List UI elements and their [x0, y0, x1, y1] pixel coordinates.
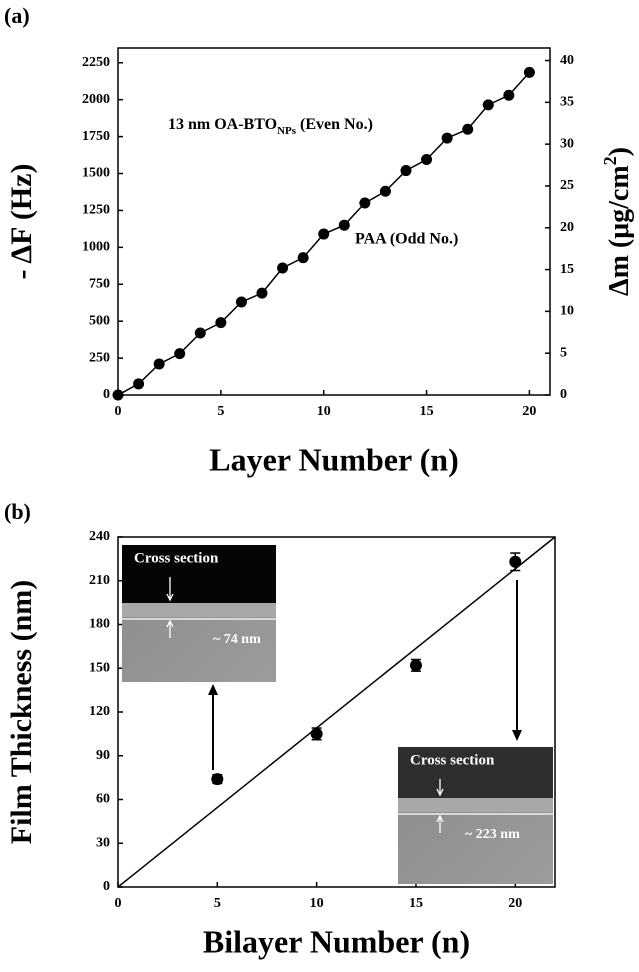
- panel-label: (b): [4, 499, 31, 524]
- y-tick-label: 1500: [82, 166, 110, 181]
- data-point: [153, 358, 165, 370]
- data-point: [503, 89, 515, 101]
- y-tick-label: 120: [89, 704, 110, 719]
- pointer-head: [208, 684, 218, 695]
- panel-label: (a): [4, 3, 30, 28]
- data-point: [409, 659, 422, 672]
- y2-label-sup: 2: [600, 156, 620, 165]
- y-tick-label: 2250: [82, 55, 110, 70]
- y2-tick-label: 15: [560, 262, 574, 277]
- y2-tick-label: 20: [560, 220, 574, 235]
- y2-tick-label: 10: [560, 304, 574, 319]
- x-tick-label: 0: [115, 404, 122, 419]
- annotation-sub: NPs: [277, 125, 297, 137]
- y-tick-label: 2000: [82, 92, 110, 107]
- y-tick-label: 60: [96, 792, 110, 807]
- x-tick-label: 10: [317, 404, 331, 419]
- x-axis-label: Layer Number (n): [209, 441, 458, 477]
- inset-title: Cross section: [134, 550, 219, 566]
- fit-line: [117, 536, 556, 888]
- y2-tick-label: 5: [560, 345, 567, 360]
- sem-dark: [122, 545, 276, 603]
- data-point: [462, 123, 474, 135]
- y-tick-label: 250: [89, 350, 110, 365]
- y2-label-text: Δm (μg/cm: [604, 165, 635, 296]
- x-tick-label: 15: [409, 896, 423, 911]
- inset-label: ~ 74 nm: [213, 632, 261, 647]
- sem-film: [122, 603, 276, 617]
- annotation-end: (Even No.): [296, 116, 373, 133]
- y-axis-label: Film Thickness (nm): [5, 580, 38, 844]
- annotation: PAA (Odd No.): [355, 231, 458, 248]
- data-point: [215, 317, 227, 329]
- y-tick-label: 0: [103, 387, 110, 402]
- data-point: [523, 66, 535, 78]
- inset-arrow: [436, 779, 444, 797]
- y-tick-label: 0: [103, 879, 110, 894]
- data-point: [211, 773, 224, 786]
- data-point: [194, 327, 206, 339]
- y-tick-label: 500: [89, 313, 110, 328]
- data-point: [421, 153, 433, 165]
- y2-tick-label: 40: [560, 53, 574, 68]
- data-point: [256, 287, 268, 299]
- y-tick-label: 180: [89, 617, 110, 632]
- data-point: [379, 185, 391, 197]
- sem-dark: [398, 747, 553, 798]
- x-tick-label: 10: [310, 896, 324, 911]
- y2-tick-label: 0: [560, 387, 567, 402]
- data-point: [297, 252, 309, 264]
- pointer-head: [512, 730, 522, 741]
- inset-title: Cross section: [410, 752, 495, 768]
- annotation: 13 nm OA-BTONPs (Even No.): [168, 116, 373, 137]
- x-tick-label: 20: [508, 896, 522, 911]
- data-point: [318, 228, 330, 240]
- inset-label: ~ 223 nm: [465, 827, 520, 842]
- inset-arrow: [166, 619, 174, 638]
- data-point: [359, 197, 371, 209]
- y2-tick-label: 35: [560, 95, 574, 110]
- x-tick-label: 5: [217, 404, 224, 419]
- data-point: [441, 132, 453, 144]
- inset-arrow: [436, 814, 444, 833]
- plot-frame: [117, 47, 551, 396]
- data-point: [174, 348, 186, 360]
- data-point: [310, 727, 323, 740]
- data-point: [482, 99, 494, 111]
- y-tick-label: 1750: [82, 129, 110, 144]
- data-point: [509, 555, 522, 568]
- y-tick-label: 240: [89, 529, 110, 544]
- x-tick-label: 15: [420, 404, 434, 419]
- y2-tick-label: 30: [560, 136, 574, 151]
- sem-film: [398, 798, 553, 812]
- x-tick-label: 5: [214, 896, 221, 911]
- y2-label-end: ): [604, 147, 635, 156]
- inset-arrow: [166, 577, 174, 602]
- y-tick-label: 150: [89, 660, 110, 675]
- annotation-text: 13 nm OA-BTO: [168, 116, 277, 133]
- y2-axis-label: Δm (μg/cm2): [600, 147, 635, 296]
- data-point: [133, 378, 145, 390]
- data-point: [400, 165, 412, 177]
- y-tick-label: 1250: [82, 203, 110, 218]
- x-tick-label: 20: [522, 404, 536, 419]
- y-tick-label: 1000: [82, 240, 110, 255]
- y-tick-label: 750: [89, 276, 110, 291]
- x-axis-label: Bilayer Number (n): [203, 923, 470, 959]
- data-point: [338, 219, 350, 231]
- y2-tick-label: 25: [560, 178, 574, 193]
- data-point: [235, 296, 247, 308]
- y-tick-label: 90: [96, 748, 110, 763]
- y-axis-label: - ΔF (Hz): [5, 164, 38, 280]
- data-point: [277, 262, 289, 274]
- y-tick-label: 30: [96, 835, 110, 850]
- y-tick-label: 210: [89, 573, 110, 588]
- x-tick-label: 0: [115, 896, 122, 911]
- data-point: [112, 389, 124, 401]
